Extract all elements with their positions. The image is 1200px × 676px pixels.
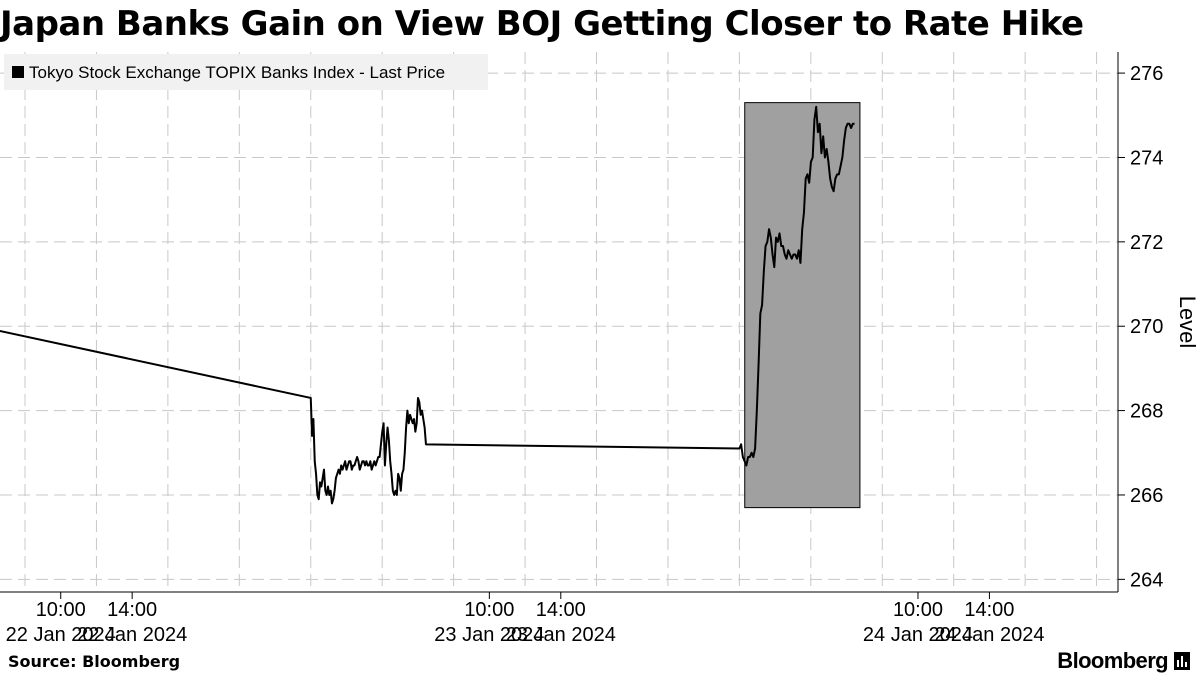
bar-chart-icon bbox=[1174, 652, 1190, 670]
x-tick-label-date: 22 Jan 2024 bbox=[77, 624, 187, 646]
x-tick-label-time: 10:00 bbox=[36, 599, 86, 621]
series-line bbox=[0, 105, 855, 505]
x-tick-label-date: 24 Jan 2024 bbox=[934, 624, 1044, 646]
x-tick-label-time: 14:00 bbox=[107, 599, 157, 621]
legend: Tokyo Stock Exchange TOPIX Banks Index -… bbox=[4, 54, 488, 90]
y-tick-label: 266 bbox=[1130, 485, 1163, 507]
x-tick-label-date: 23 Jan 2024 bbox=[434, 624, 544, 646]
legend-label: Tokyo Stock Exchange TOPIX Banks Index -… bbox=[29, 63, 445, 82]
source-note: Source: Bloomberg bbox=[8, 652, 181, 671]
x-tick-label-time: 10:00 bbox=[464, 599, 514, 621]
series-layer bbox=[0, 105, 855, 505]
y-tick-label: 268 bbox=[1130, 401, 1163, 423]
y-axis-label: Level bbox=[1175, 296, 1200, 349]
grid-lines bbox=[0, 52, 1118, 592]
chart-title: Japan Banks Gain on View BOJ Getting Clo… bbox=[0, 4, 1084, 44]
square-swatch-icon bbox=[12, 66, 24, 78]
y-tick-label: 276 bbox=[1130, 63, 1163, 85]
y-tick-label: 272 bbox=[1130, 232, 1163, 254]
brand-logo: Bloomberg bbox=[1057, 646, 1190, 676]
x-tick-label-date: 24 Jan 2024 bbox=[863, 624, 973, 646]
y-axis: 264 266 268 270 272 274 276 Level bbox=[1117, 52, 1200, 592]
legend-box bbox=[4, 54, 488, 90]
x-tick-label-time: 14:00 bbox=[536, 599, 586, 621]
brand-name: Bloomberg bbox=[1057, 648, 1168, 673]
x-tick-label-date: 22 Jan 2024 bbox=[6, 624, 116, 646]
y-tick-label: 270 bbox=[1130, 316, 1163, 338]
x-tick-label-time: 14:00 bbox=[964, 599, 1014, 621]
x-axis: 10:00 22 Jan 2024 14:00 22 Jan 2024 10:00 23 … bbox=[0, 591, 1118, 646]
y-tick-label: 274 bbox=[1130, 147, 1163, 169]
y-tick-label: 264 bbox=[1130, 569, 1163, 591]
x-tick-label-time: 10:00 bbox=[893, 599, 943, 621]
x-tick-label-date: 23 Jan 2024 bbox=[506, 624, 616, 646]
